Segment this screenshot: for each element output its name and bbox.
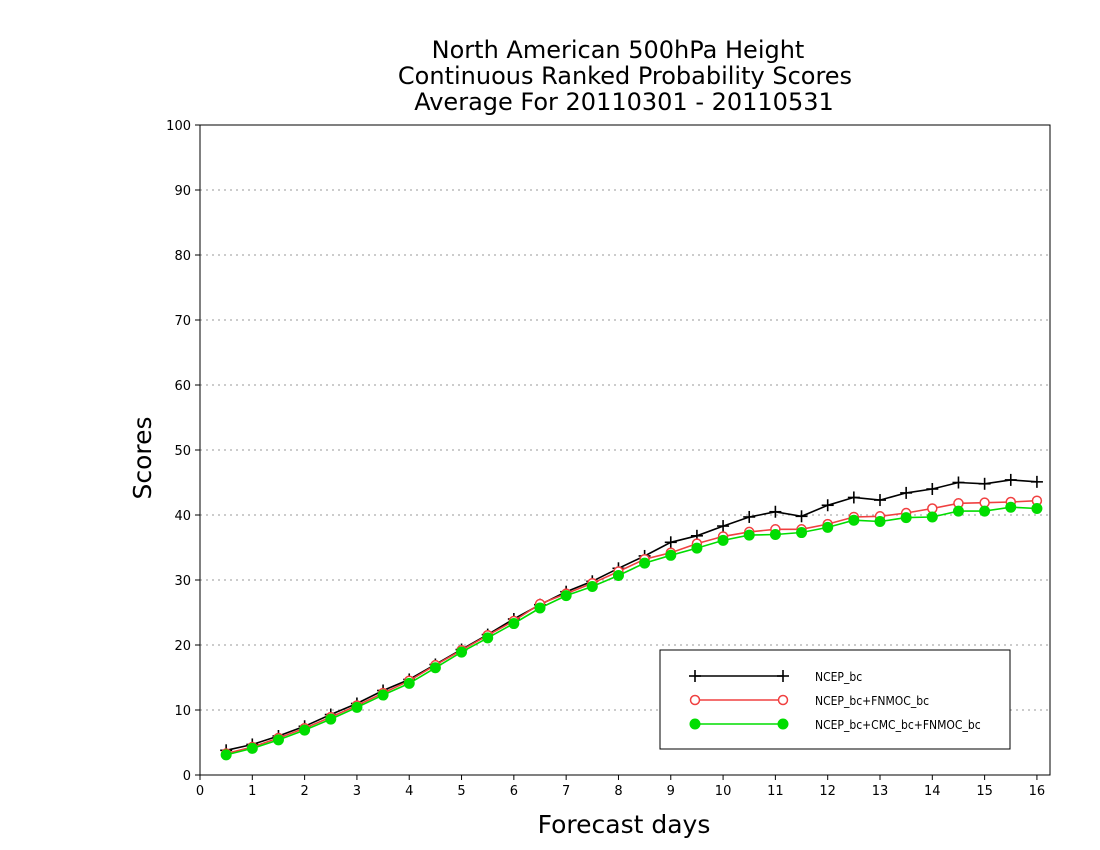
data-point <box>952 476 965 489</box>
x-tick-label: 15 <box>976 784 993 799</box>
data-point <box>691 542 703 554</box>
data-point <box>220 749 232 761</box>
x-tick-label: 4 <box>405 784 413 799</box>
data-point <box>795 510 808 523</box>
data-point <box>351 701 363 713</box>
x-tick-label: 0 <box>196 784 204 799</box>
x-tick-label: 10 <box>715 784 732 799</box>
data-point <box>952 505 964 517</box>
y-tick-label: 40 <box>174 509 191 524</box>
data-point <box>639 557 651 569</box>
data-point <box>377 689 389 701</box>
data-point <box>429 662 441 674</box>
data-point <box>456 646 468 658</box>
data-point <box>926 483 939 495</box>
data-point <box>664 536 677 549</box>
legend: NCEP_bc NCEP_bc+FNMOC_bc NCEP_bc+CMC_bc+FN… <box>659 649 1011 750</box>
title-line-2: Continuous Ranked Probability Scores <box>398 62 852 90</box>
x-tick-label: 2 <box>300 784 308 799</box>
x-tick-label: 14 <box>924 784 941 799</box>
x-tick-label: 7 <box>562 784 570 799</box>
data-point <box>900 486 913 499</box>
data-point <box>534 602 546 614</box>
data-point <box>874 516 886 527</box>
data-point <box>821 499 834 512</box>
data-point <box>743 510 756 523</box>
legend-items: NCEP_bc NCEP_bc+FNMOC_bc NCEP_bc+CMC_bc+FN… <box>689 670 981 732</box>
data-point <box>900 512 912 524</box>
x-tick-label: 6 <box>510 784 518 799</box>
data-point <box>796 527 808 539</box>
data-point <box>299 724 311 736</box>
y-tick-label: 10 <box>174 704 191 719</box>
series-2 <box>220 501 1043 761</box>
data-point <box>822 521 834 533</box>
x-tick-label: 16 <box>1029 784 1046 799</box>
data-point <box>848 514 860 526</box>
x-tick-label: 3 <box>353 784 361 799</box>
title-line-1: North American 500hPa Height <box>432 36 805 64</box>
x-tick-label: 1 <box>248 784 256 799</box>
y-tick-label: 80 <box>174 249 191 264</box>
legend-label: NCEP_bc+CMC_bc+FNMOC_bc <box>815 718 981 732</box>
legend-marker-end <box>777 718 789 730</box>
y-tick-label: 90 <box>174 184 191 199</box>
data-point <box>743 529 755 541</box>
y-tick-label: 70 <box>174 314 191 329</box>
data-point <box>979 505 991 517</box>
legend-marker-start <box>689 670 701 682</box>
legend-marker-start <box>689 694 701 706</box>
legend-marker-start <box>689 718 701 730</box>
data-point <box>717 534 729 546</box>
data-point <box>508 618 520 630</box>
y-gridlines <box>200 189 1050 711</box>
data-point <box>665 549 677 561</box>
y-tick-label: 0 <box>183 769 191 784</box>
title-line-3: Average For 20110301 - 20110531 <box>414 88 834 116</box>
data-point <box>272 734 284 746</box>
x-tick-label: 5 <box>457 784 465 799</box>
data-point <box>1030 475 1043 488</box>
x-tick-label: 8 <box>614 784 622 799</box>
data-point <box>586 581 598 592</box>
data-point <box>403 677 415 689</box>
data-point <box>717 520 730 533</box>
series-layer <box>220 473 1043 761</box>
y-tick-label: 60 <box>174 379 191 394</box>
data-point <box>246 742 258 754</box>
chart-title: North American 500hPa Height Continuous … <box>398 36 852 116</box>
y-axis-label: Scores <box>128 416 157 499</box>
y-tick-label: 100 <box>166 119 191 134</box>
data-point <box>560 590 572 602</box>
data-point <box>482 632 494 644</box>
x-tick-label: 11 <box>767 784 784 799</box>
series-line <box>226 479 1037 752</box>
x-tick-label: 9 <box>667 784 675 799</box>
x-axis-label: Forecast days <box>538 810 711 839</box>
legend-marker-end <box>777 670 789 682</box>
data-point <box>1004 473 1017 486</box>
legend-label: NCEP_bc+FNMOC_bc <box>815 694 929 708</box>
legend-marker-end <box>777 694 789 706</box>
data-point <box>1005 501 1017 513</box>
data-point <box>325 713 337 725</box>
y-tick-label: 20 <box>174 639 191 654</box>
x-tick-label: 12 <box>819 784 836 799</box>
data-point <box>769 505 782 518</box>
data-point <box>847 491 860 504</box>
data-point <box>978 477 991 490</box>
data-point <box>874 494 886 507</box>
data-point <box>769 529 781 540</box>
data-point <box>1031 503 1043 514</box>
y-tick-label: 30 <box>174 574 191 589</box>
legend-label: NCEP_bc <box>815 670 862 684</box>
x-tick-label: 13 <box>872 784 889 799</box>
y-tick-label: 50 <box>174 444 191 459</box>
data-point <box>612 569 624 581</box>
data-point <box>926 511 938 523</box>
